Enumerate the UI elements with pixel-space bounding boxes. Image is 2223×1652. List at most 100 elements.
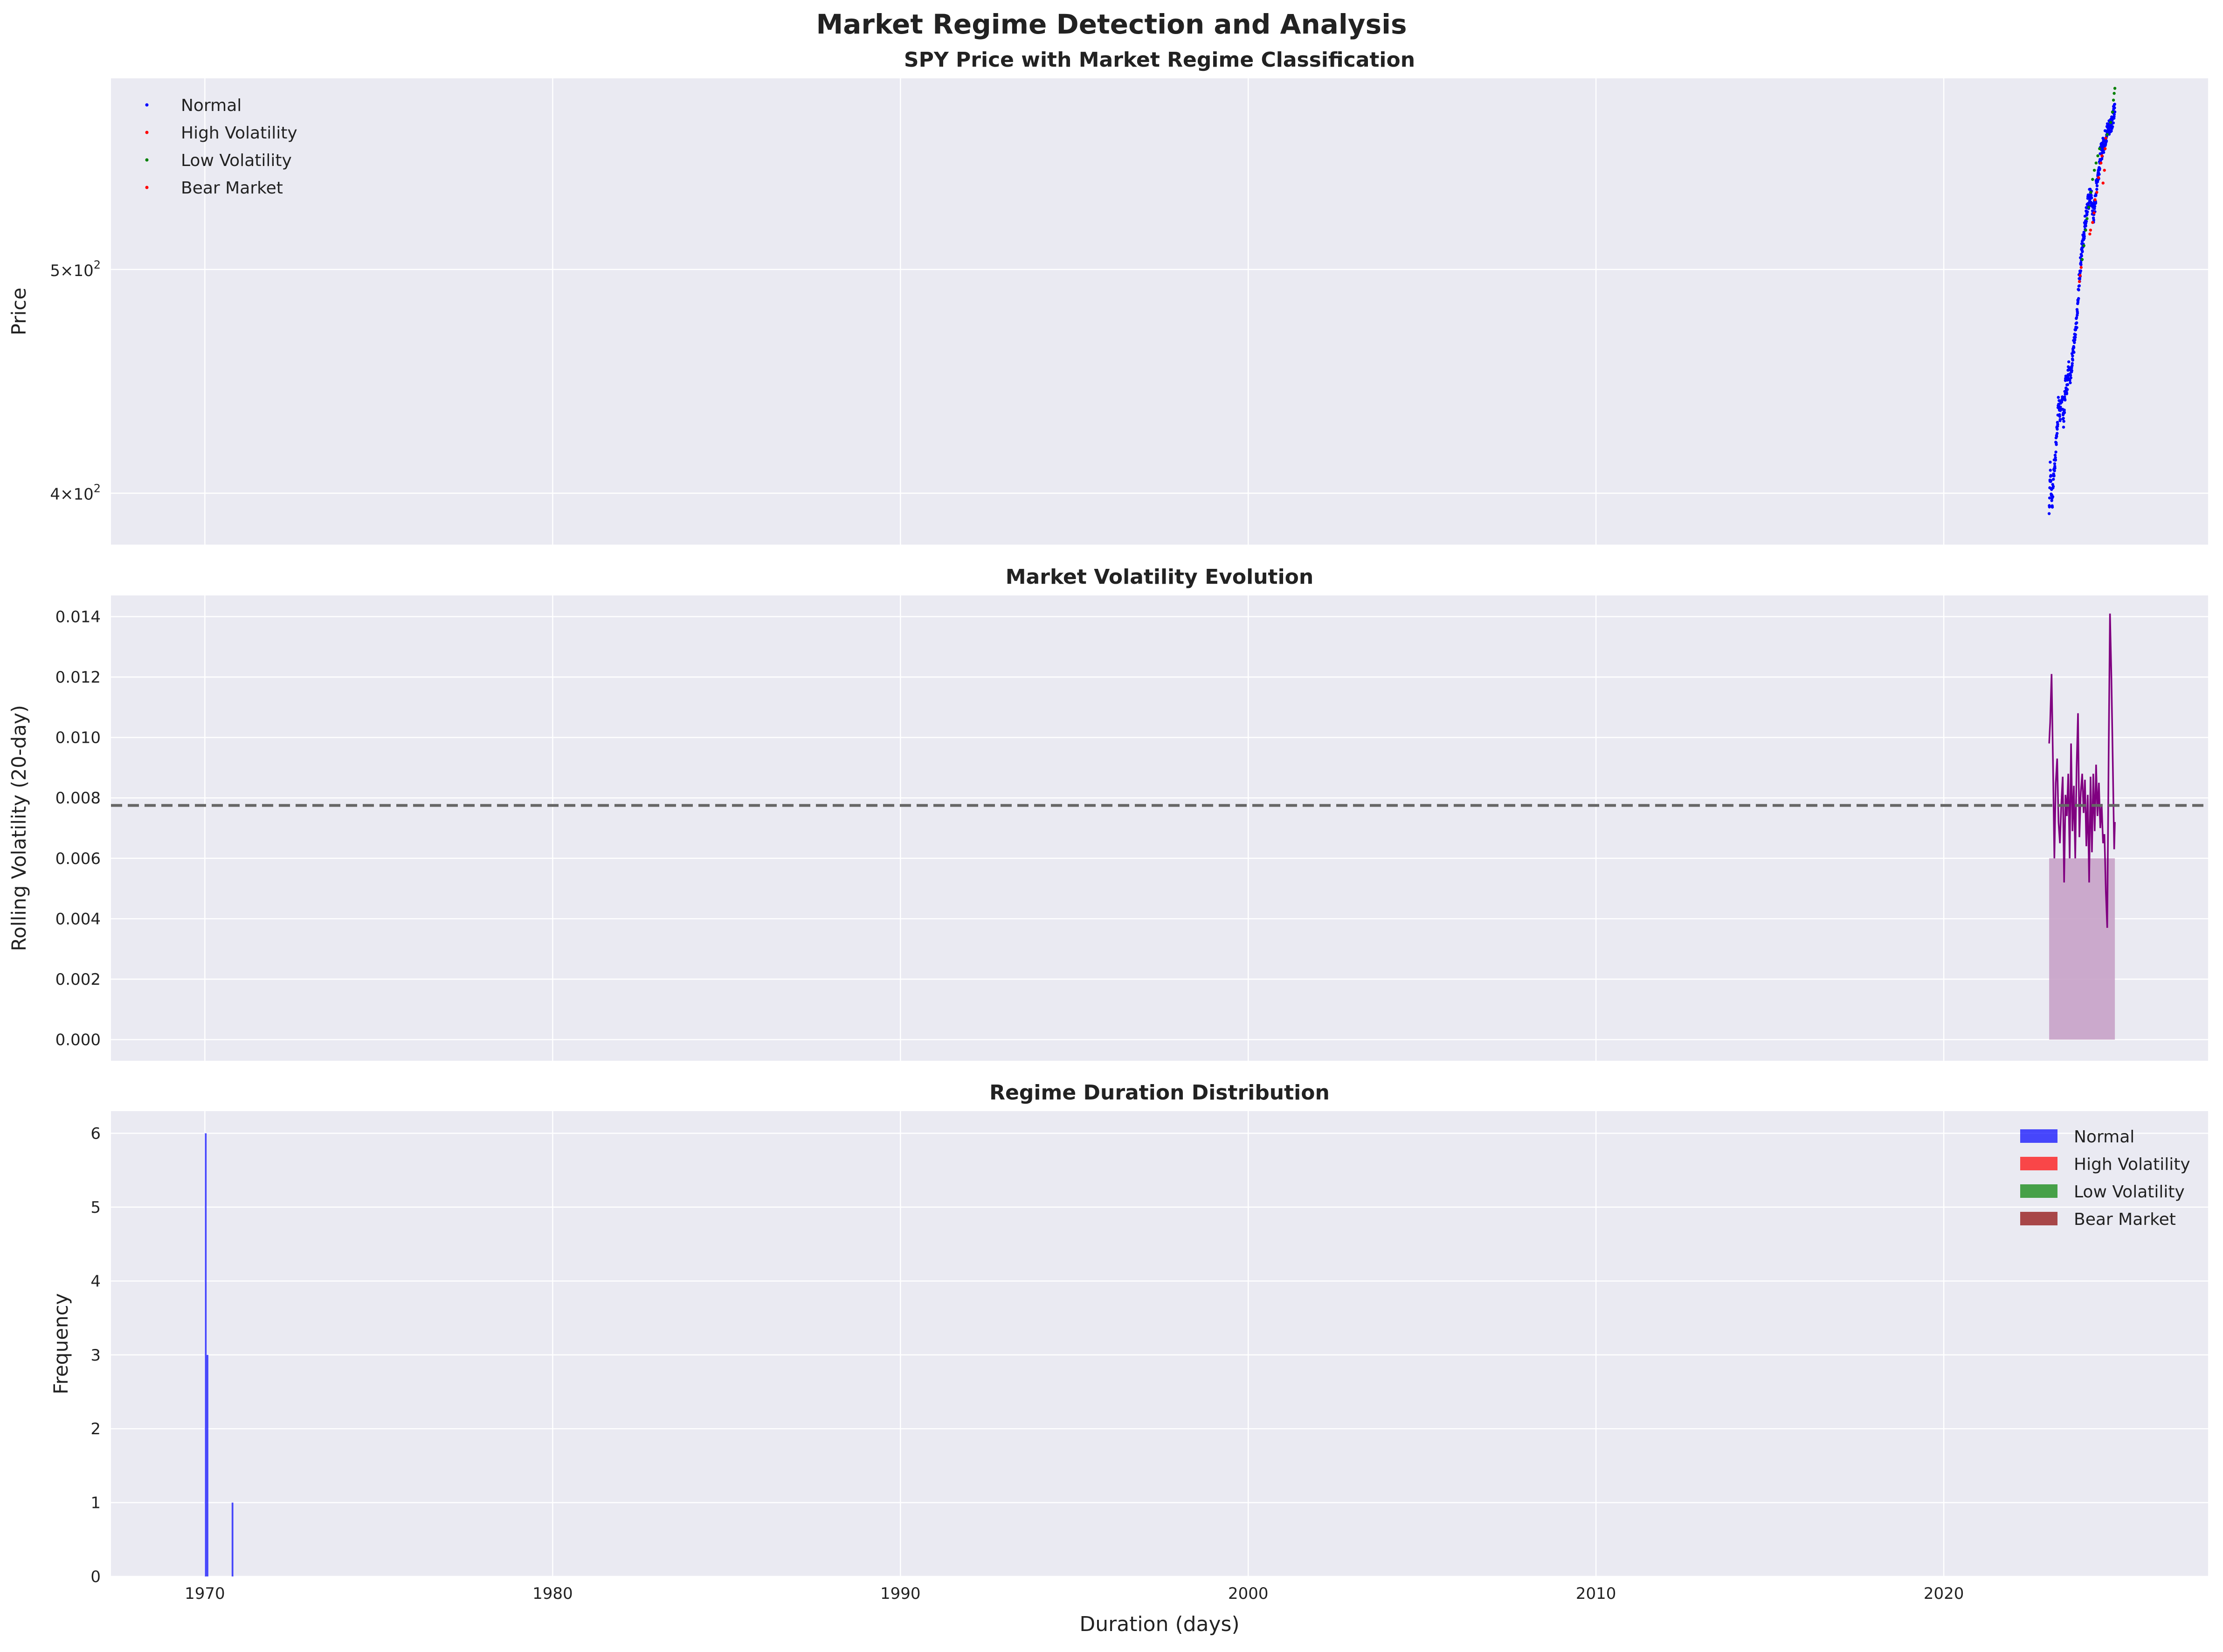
low-volatility-point <box>2084 228 2087 232</box>
normal-point <box>2074 336 2077 339</box>
normal-point <box>2110 129 2113 133</box>
normal-point <box>2063 408 2066 412</box>
price-y-tick-label: 5×102 <box>50 258 101 280</box>
volatility-plot-area <box>111 595 2208 1061</box>
duration-y-tick-label: 4 <box>90 1272 101 1291</box>
volatility-panel-title: Market Volatility Evolution <box>1006 565 1313 589</box>
normal-bar <box>207 1355 208 1576</box>
normal-point <box>2064 398 2067 402</box>
normal-point <box>2063 395 2066 399</box>
normal-point <box>2054 458 2057 462</box>
low-volatility-point <box>2109 121 2113 124</box>
normal-point <box>2063 411 2066 415</box>
normal-point <box>2056 428 2059 431</box>
normal-point <box>2102 151 2106 154</box>
high-volatility-point <box>2095 191 2099 194</box>
normal-point <box>2098 167 2101 170</box>
normal-point <box>2055 432 2059 435</box>
normal-point <box>2062 425 2065 429</box>
volatility-y-label: Rolling Volatility (20-day) <box>7 705 30 951</box>
figure-title: Market Regime Detection and Analysis <box>816 8 1407 40</box>
legend-marker <box>145 158 149 162</box>
high-volatility-point <box>2100 154 2104 158</box>
duration-panel: Regime Duration Distribution 0 1 2 3 4 5 6 197… <box>49 1081 2208 1636</box>
normal-point <box>2084 224 2087 228</box>
normal-point <box>2052 474 2056 477</box>
legend-swatch <box>2020 1157 2057 1170</box>
x-tick-label: 1980 <box>532 1584 573 1603</box>
legend-label: High Volatility <box>2074 1155 2190 1174</box>
normal-point <box>2055 443 2058 446</box>
normal-point <box>2079 263 2083 266</box>
normal-point <box>2073 341 2076 344</box>
normal-point <box>2055 435 2058 438</box>
high-volatility-point <box>2104 147 2107 151</box>
normal-point <box>2103 129 2107 132</box>
normal-point <box>2056 422 2059 426</box>
duration-y-tick-label: 3 <box>90 1346 101 1365</box>
high-volatility-point <box>2079 266 2083 269</box>
normal-point <box>2071 362 2074 365</box>
normal-point <box>2077 288 2080 291</box>
normal-point <box>2071 359 2074 362</box>
low-volatility-point <box>2091 178 2094 181</box>
normal-point <box>2065 392 2069 395</box>
normal-point <box>2095 184 2099 187</box>
normal-point <box>2113 106 2116 110</box>
legend-label: High Volatility <box>181 124 297 143</box>
normal-bar <box>205 1133 207 1576</box>
high-volatility-point <box>2092 211 2096 214</box>
low-volatility-point <box>2111 111 2114 114</box>
low-volatility-point <box>2080 258 2084 261</box>
normal-point <box>2092 218 2095 222</box>
duration-bars <box>205 1133 234 1576</box>
duration-y-tick-label: 1 <box>90 1494 101 1513</box>
normal-point <box>2069 373 2072 377</box>
volatility-y-tick-label: 0.000 <box>55 1031 101 1050</box>
normal-point <box>2072 351 2076 354</box>
normal-point <box>2111 125 2114 128</box>
volatility-y-tick-label: 0.012 <box>55 668 101 687</box>
high-volatility-point <box>2097 176 2100 179</box>
low-volatility-point <box>2098 147 2101 151</box>
normal-point <box>2057 396 2060 399</box>
normal-point <box>2066 388 2069 391</box>
normal-point <box>2051 495 2055 498</box>
normal-point <box>2098 173 2101 176</box>
normal-point <box>2085 220 2088 223</box>
volatility-y-tick-label: 0.010 <box>55 729 101 747</box>
normal-point <box>2048 505 2051 509</box>
high-volatility-point <box>2099 161 2103 165</box>
volatility-y-ticks: 0.000 0.002 0.004 0.006 0.008 0.010 0.012 0.014 <box>55 608 101 1049</box>
normal-point <box>2058 418 2062 421</box>
legend-label: Low Volatility <box>2074 1182 2185 1202</box>
normal-point <box>2069 376 2072 380</box>
normal-point <box>2075 316 2078 319</box>
volatility-line <box>2048 613 2116 928</box>
normal-point <box>2053 453 2057 457</box>
high-volatility-point <box>2103 168 2106 172</box>
duration-y-tick-label: 2 <box>90 1420 101 1438</box>
x-tick-label: 2020 <box>1924 1584 1964 1603</box>
high-volatility-point <box>2101 181 2105 185</box>
normal-point <box>2076 311 2079 315</box>
normal-point <box>2078 277 2082 281</box>
volatility-y-tick-label: 0.004 <box>55 910 101 928</box>
normal-point <box>2074 333 2077 336</box>
normal-point <box>2053 469 2056 472</box>
normal-point <box>2072 346 2076 349</box>
duration-plot-area <box>111 1111 2208 1576</box>
duration-legend: Normal High Volatility Low Volatility Bear … <box>2020 1127 2190 1229</box>
volatility-grid <box>111 595 2208 1061</box>
duration-grid <box>111 1111 2208 1577</box>
normal-point <box>2083 235 2086 238</box>
normal-point <box>2080 254 2083 257</box>
normal-point <box>2062 416 2065 420</box>
duration-y-tick-label: 6 <box>90 1125 101 1143</box>
normal-point <box>2086 210 2089 214</box>
high-volatility-point <box>2078 280 2081 283</box>
legend-swatch <box>2020 1129 2057 1143</box>
normal-point <box>2070 366 2073 370</box>
low-volatility-point <box>2113 92 2116 95</box>
